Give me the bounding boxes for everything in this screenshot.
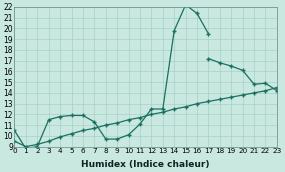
X-axis label: Humidex (Indice chaleur): Humidex (Indice chaleur) [82, 159, 210, 169]
